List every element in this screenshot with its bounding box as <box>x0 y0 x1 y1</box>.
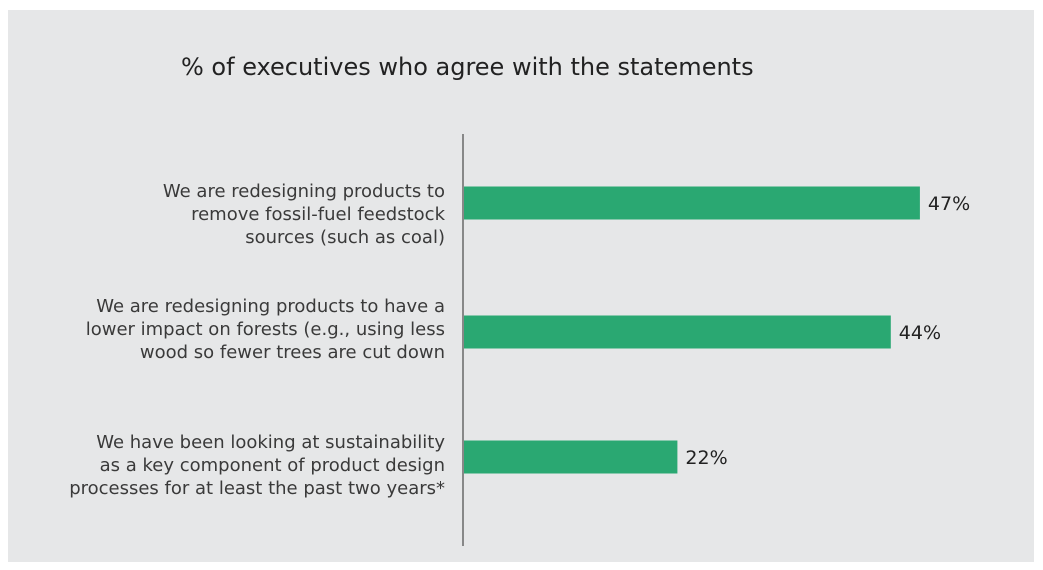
data-label-1: 47% <box>928 193 970 215</box>
category-label-3: We have been looking at sustainability as… <box>25 431 445 500</box>
category-label-line: We are redesigning products to <box>162 181 445 202</box>
bar-3 <box>464 440 678 474</box>
bar-1 <box>464 186 920 220</box>
bar-2 <box>464 315 891 349</box>
category-label-line: as a key component of product design <box>99 455 445 476</box>
category-label-line: wood so fewer trees are cut down <box>139 342 445 363</box>
bar-chart: 47% 44% 22% <box>462 134 970 546</box>
category-label-line: processes for at least the past two year… <box>69 478 445 499</box>
category-label-1: We are redesigning products to remove fos… <box>25 180 445 249</box>
category-label-line: We have been looking at sustainability <box>96 432 445 453</box>
data-label-2: 44% <box>899 322 941 344</box>
data-label-3: 22% <box>685 447 727 469</box>
category-label-line: We are redesigning products to have a <box>96 296 445 317</box>
chart-panel: % of executives who agree with the state… <box>8 10 1034 562</box>
category-label-line: sources (such as coal) <box>245 227 445 248</box>
category-label-line: lower impact on forests (e.g., using les… <box>85 319 445 340</box>
category-label-2: We are redesigning products to have a low… <box>25 295 445 364</box>
category-label-line: remove fossil-fuel feedstock <box>191 204 445 225</box>
chart-title: % of executives who agree with the state… <box>181 53 754 81</box>
